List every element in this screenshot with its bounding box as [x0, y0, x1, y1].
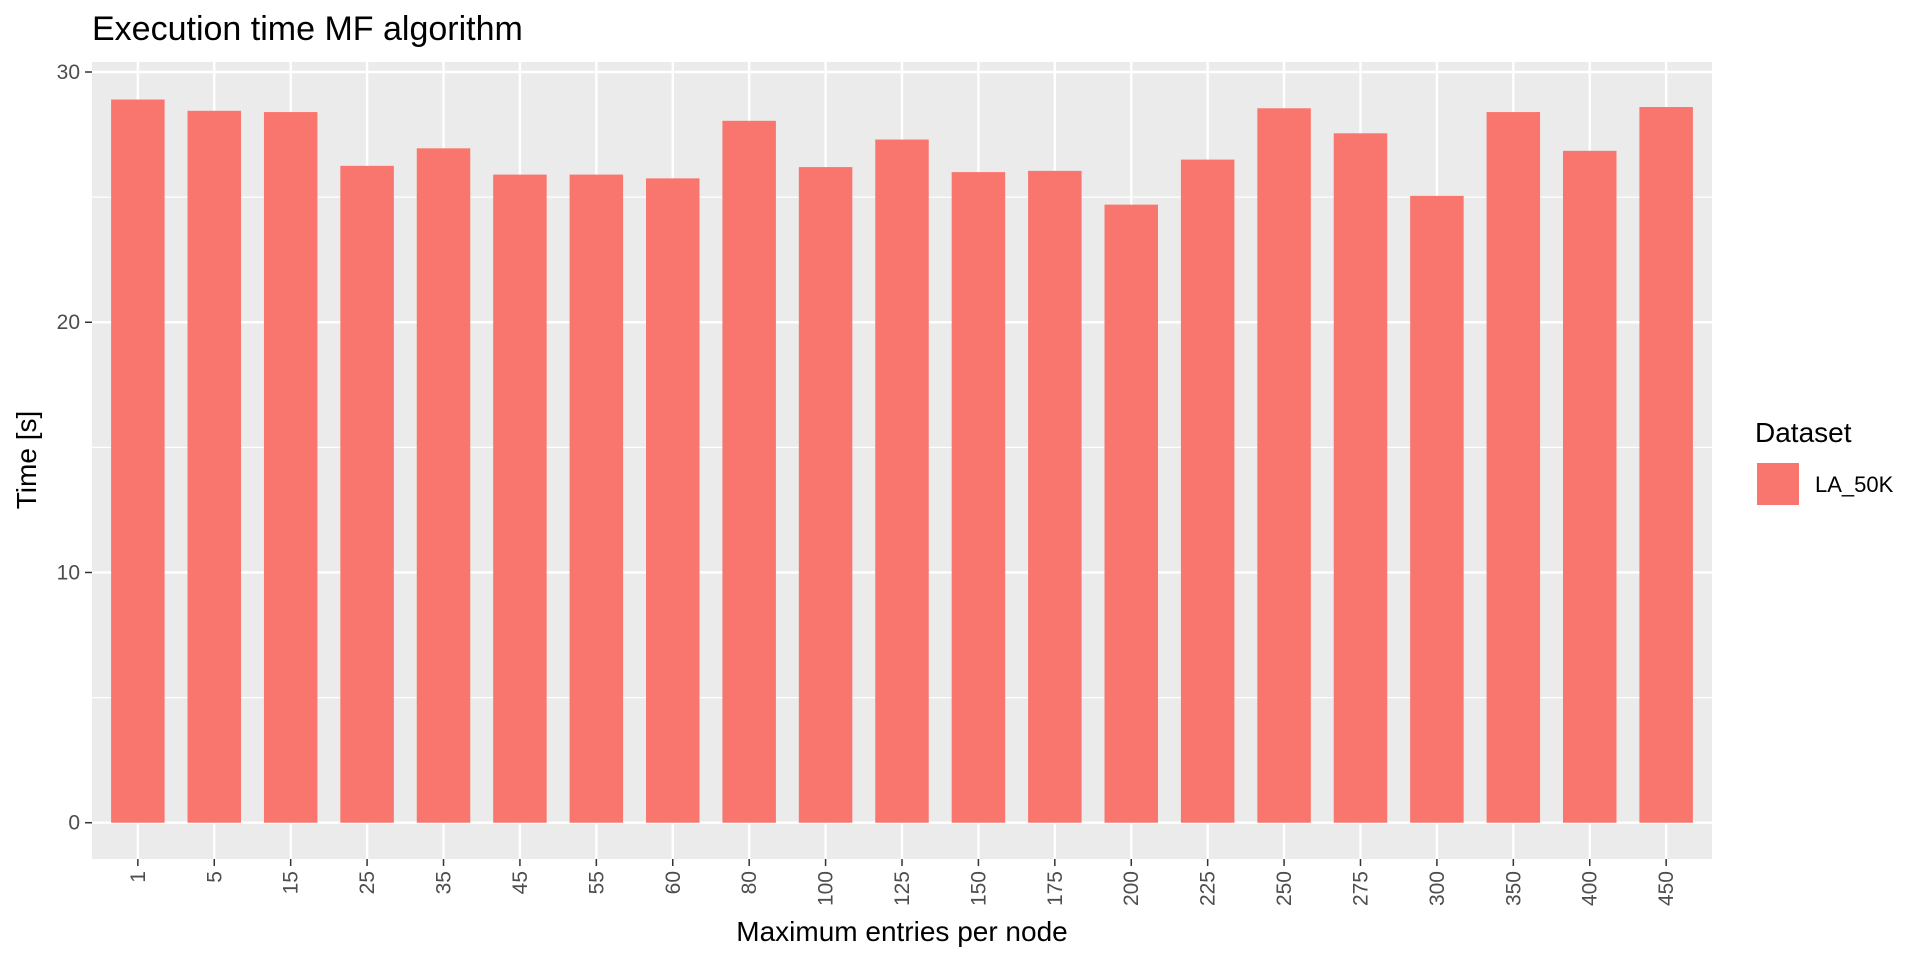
bar-350	[1486, 112, 1541, 823]
bar-35	[416, 148, 471, 823]
x-tick-label: 15	[280, 871, 303, 894]
x-tick-label: 175	[1044, 871, 1067, 906]
bar-200	[1104, 204, 1158, 823]
bar-80	[722, 120, 776, 823]
bar-25	[340, 165, 394, 823]
bar-400	[1562, 150, 1617, 823]
x-tick-label: 450	[1655, 871, 1678, 906]
bar-300	[1410, 195, 1464, 823]
x-tick-label: 35	[433, 871, 456, 894]
x-tick-label: 60	[662, 871, 685, 894]
chart-title: Execution time MF algorithm	[92, 10, 523, 48]
legend: Dataset LA_50K	[1755, 417, 1894, 505]
y-axis-title: Time [s]	[11, 411, 42, 510]
bar-150	[951, 172, 1006, 823]
y-tick-label: 30	[57, 61, 80, 84]
x-tick-label: 25	[356, 871, 379, 894]
x-tick-label: 125	[891, 871, 914, 906]
bar-55	[569, 174, 624, 823]
bar-100	[798, 167, 853, 823]
legend-title: Dataset	[1755, 417, 1852, 448]
bar-225	[1180, 159, 1235, 823]
x-tick-label: 100	[815, 871, 838, 906]
y-tick-label: 20	[57, 311, 80, 334]
x-tick-label: 225	[1197, 871, 1220, 906]
bar-275	[1333, 133, 1388, 823]
y-axis: 0 10 20 30	[57, 61, 92, 835]
legend-key-la-50k	[1757, 463, 1799, 505]
bar-250	[1257, 108, 1311, 823]
x-tick-label: 1	[127, 871, 150, 883]
legend-label-la-50k: LA_50K	[1815, 472, 1894, 497]
x-tick-label: 300	[1426, 871, 1449, 906]
x-axis: 1 5 15 25 35 45 55 60 80 100 125 150 175 200 225 250 275…	[127, 859, 1678, 906]
bar-45	[493, 174, 547, 823]
x-tick-label: 45	[509, 871, 532, 894]
x-tick-label: 150	[967, 871, 990, 906]
bars	[111, 99, 1693, 823]
y-tick-label: 0	[68, 812, 80, 835]
x-axis-title: Maximum entries per node	[736, 916, 1067, 947]
x-tick-label: 200	[1120, 871, 1143, 906]
bar-60	[646, 178, 700, 823]
bar-5	[187, 110, 242, 823]
x-tick-label: 55	[585, 871, 608, 894]
bar-1	[111, 99, 165, 823]
x-tick-label: 400	[1579, 871, 1602, 906]
bar-450	[1639, 107, 1693, 823]
x-tick-label: 5	[203, 871, 226, 883]
x-tick-label: 350	[1502, 871, 1525, 906]
x-tick-label: 250	[1273, 871, 1296, 906]
x-tick-label: 275	[1349, 871, 1372, 906]
bar-175	[1028, 170, 1082, 823]
y-tick-label: 10	[57, 561, 80, 584]
x-tick-label: 80	[738, 871, 761, 894]
bar-15	[263, 112, 318, 823]
bar-125	[875, 139, 929, 823]
